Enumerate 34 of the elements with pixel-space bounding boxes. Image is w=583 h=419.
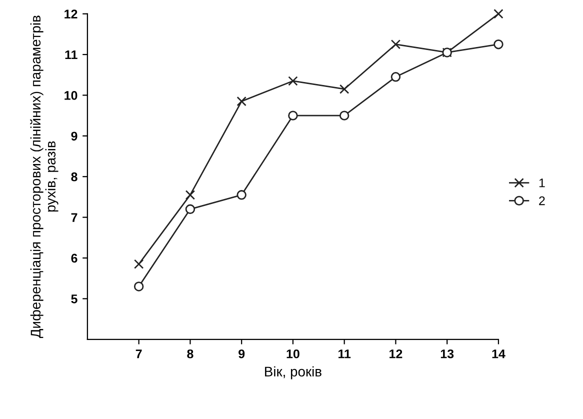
point	[339, 110, 350, 120]
point	[339, 84, 350, 94]
y-tick-label: 10	[64, 91, 78, 100]
x-tick-label: 8	[187, 349, 194, 358]
point	[494, 8, 504, 19]
point	[134, 282, 144, 292]
y-tick-label: 11	[65, 50, 78, 60]
point	[185, 204, 196, 214]
point	[134, 259, 144, 269]
point	[236, 190, 246, 200]
y-tick-label: 7	[71, 213, 78, 222]
y-tick-label: 9	[71, 132, 78, 141]
y-tick-label: 6	[71, 254, 78, 263]
point	[236, 96, 246, 106]
x-tick-label: 9	[238, 349, 245, 358]
legend-label: 1	[539, 178, 545, 188]
point	[288, 76, 298, 86]
y-axis-title: Диференціація просторових (лінійних) параметрів рухів, разів	[30, 16, 58, 338]
point	[390, 72, 401, 82]
y-tick-label: 5	[71, 294, 78, 304]
point	[288, 110, 298, 120]
point	[494, 39, 504, 50]
x-tick-label: 14	[492, 350, 506, 358]
x-tick-label: 13	[440, 349, 454, 358]
point	[185, 190, 196, 200]
y-tick-label: 12	[64, 10, 78, 18]
x-tick-label: 12	[390, 349, 402, 358]
x-tick-label: 11	[338, 350, 351, 358]
point	[390, 39, 401, 50]
legend-label: 2	[539, 196, 545, 206]
y-tick-label: 8	[71, 172, 78, 182]
x-axis-title: Вік, років	[265, 366, 322, 380]
x-tick-label: 7	[136, 350, 142, 358]
x-tick-label: 10	[286, 349, 300, 358]
